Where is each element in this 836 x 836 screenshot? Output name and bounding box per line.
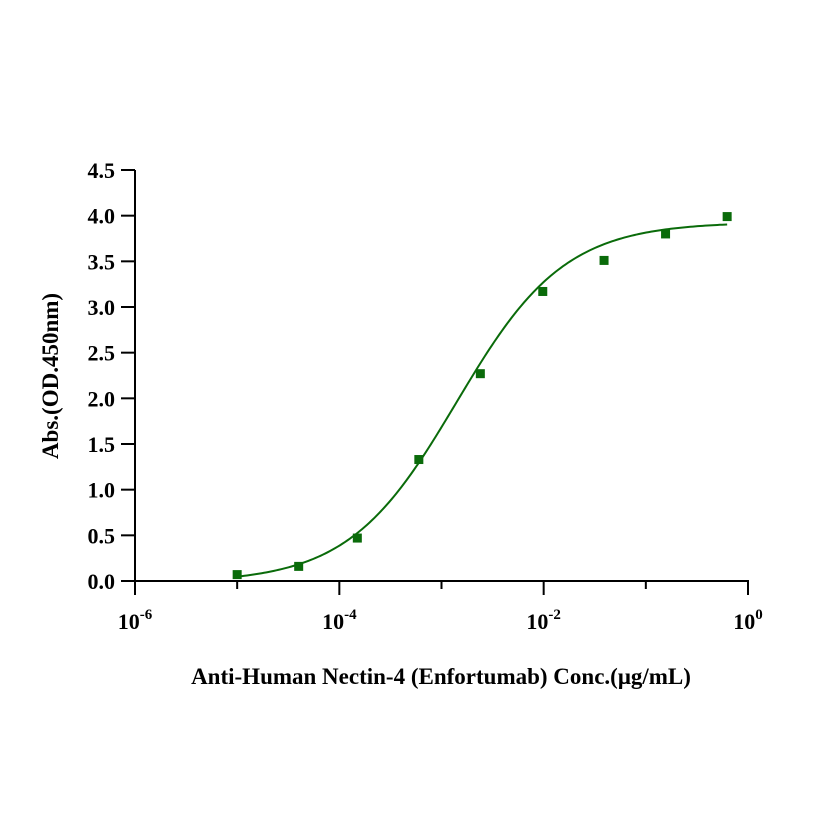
x-axis-title: Anti-Human Nectin-4 (Enfortumab) Conc.(μ… xyxy=(191,664,691,689)
y-tick-label: 1.0 xyxy=(88,478,116,503)
data-point xyxy=(661,229,671,239)
data-point xyxy=(599,255,609,265)
data-point xyxy=(232,570,242,580)
data-point xyxy=(722,212,732,222)
y-tick-label: 0.5 xyxy=(88,523,116,548)
data-point xyxy=(538,286,548,296)
data-point xyxy=(414,455,424,465)
data-point xyxy=(294,561,304,571)
fit-curve xyxy=(237,223,728,578)
x-tick-label: 10-6 xyxy=(118,607,153,634)
x-tick-label: 100 xyxy=(733,607,763,634)
y-tick-label: 1.5 xyxy=(88,432,116,457)
data-point xyxy=(352,533,362,543)
y-ticks: 0.0 0.5 1.0 1.5 2.0 2.5 3.0 3.5 4.0 4.5 xyxy=(88,158,135,594)
data-points xyxy=(232,212,732,580)
y-tick-label: 3.0 xyxy=(88,295,116,320)
y-tick-label: 2.5 xyxy=(88,341,116,366)
axes xyxy=(134,170,749,582)
y-tick-label: 4.0 xyxy=(88,204,116,229)
y-tick-label: 2.0 xyxy=(88,386,116,411)
y-tick-label: 4.5 xyxy=(88,158,116,183)
x-ticks: 10-6 10-4 10-2 100 xyxy=(118,581,763,634)
data-point xyxy=(475,369,485,379)
x-tick-label: 10-4 xyxy=(322,607,357,634)
x-tick-label: 10-2 xyxy=(526,607,561,634)
y-axis-title: Abs.(OD.450nm) xyxy=(38,293,63,459)
y-tick-label: 0.0 xyxy=(88,569,116,594)
y-tick-label: 3.5 xyxy=(88,249,116,274)
